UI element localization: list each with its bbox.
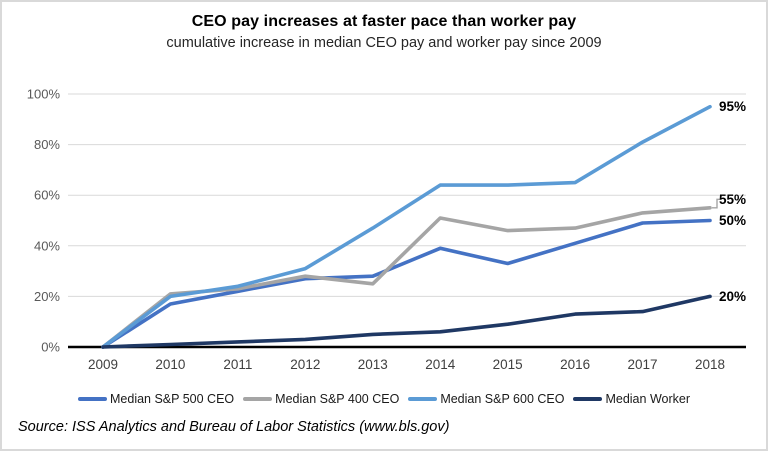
x-axis-tick-label: 2018 [695,357,725,372]
x-axis-tick-label: 2017 [628,357,658,372]
series-end-value-label: 95% [719,99,746,114]
x-axis-tick-label: 2012 [290,357,320,372]
legend-line-swatch [573,397,603,401]
legend-line-swatch [243,397,273,401]
legend-label: Median Worker [605,392,690,406]
legend-item-median-worker: Median Worker [573,392,690,406]
y-axis-tick-label: 40% [34,238,60,253]
y-axis-tick-label: 80% [34,137,60,152]
source-note: Source: ISS Analytics and Bureau of Labo… [18,419,450,435]
series-line-median-worker [101,294,712,349]
end-label-leader-line [712,198,721,209]
series-end-value-label: 50% [719,213,746,228]
y-axis-tick-label: 0% [41,340,60,355]
x-axis-tick-label: 2009 [88,357,118,372]
y-axis-tick-label: 20% [34,289,60,304]
series-line-median-s-p-500-ceo [101,218,712,349]
legend-item-median-s-p-600-ceo: Median S&P 600 CEO [408,392,564,406]
series-end-value-label: 20% [719,289,746,304]
x-axis-tick-label: 2014 [425,357,456,372]
legend-item-median-s-p-500-ceo: Median S&P 500 CEO [78,392,234,406]
chart-title: CEO pay increases at faster pace than wo… [191,13,577,30]
chart-legend: Median S&P 500 CEO Median S&P 400 CEO Medi… [2,392,766,406]
chart-header: CEO pay increases at faster pace than wo… [2,13,766,51]
x-axis-tick-label: 2011 [223,357,252,372]
x-axis-tick-label: 2010 [155,357,185,372]
legend-line-swatch [408,397,438,401]
legend-label: Median S&P 600 CEO [440,392,565,406]
legend-line-swatch [78,397,107,401]
legend-item-median-s-p-400-ceo: Median S&P 400 CEO [243,392,399,406]
chart-subtitle: cumulative increase in median CEO pay an… [166,35,602,51]
y-axis-tick-label: 60% [34,188,60,203]
x-axis-tick-label: 2013 [358,357,388,372]
series-line-median-s-p-600-ceo [101,104,712,349]
line-chart-plot-area: 0% 20% 40% 60% 80% 100% 2009 2010 2011 2012 2013 20… [27,87,746,373]
legend-label: Median S&P 500 CEO [110,392,235,406]
legend-label: Median S&P 400 CEO [275,392,400,406]
x-axis-tick-label: 2016 [560,357,590,372]
y-axis-tick-label: 100% [27,87,61,102]
x-axis-tick-label: 2015 [493,357,523,372]
series-end-value-label: 55% [719,192,746,207]
